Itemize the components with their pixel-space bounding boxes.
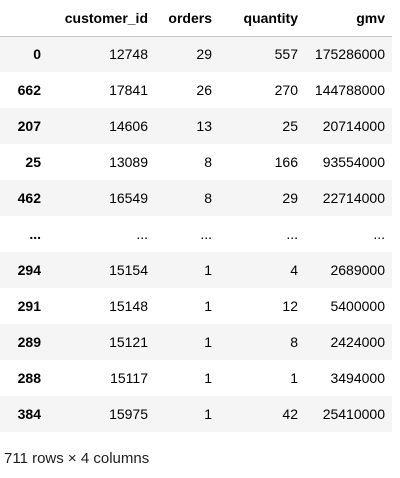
cell-customer-id: 15121 bbox=[109, 334, 148, 350]
cell-gmv: 25410000 bbox=[322, 406, 385, 422]
column-header-customer-id: customer_id bbox=[64, 9, 148, 26]
cell-gmv: 144788000 bbox=[314, 82, 385, 98]
table-header: customer_id orders quantity gmv bbox=[0, 0, 392, 36]
table-row: 294 15154 1 4 2689000 bbox=[0, 252, 392, 288]
table-row: 207 14606 13 25 20714000 bbox=[0, 108, 392, 144]
row-index: 384 bbox=[17, 406, 41, 422]
cell-orders: 29 bbox=[196, 46, 212, 63]
cell-customer-id: 15154 bbox=[109, 262, 148, 278]
cell-gmv: 175286000 bbox=[314, 46, 385, 63]
row-index: 0 bbox=[33, 46, 41, 63]
cell-gmv: 2689000 bbox=[330, 262, 385, 278]
cell-gmv: 2424000 bbox=[330, 334, 385, 350]
cell-gmv: 3494000 bbox=[330, 370, 385, 386]
cell-orders: 1 bbox=[204, 334, 212, 350]
table-row: 25 13089 8 166 93554000 bbox=[0, 144, 392, 180]
cell-customer-id: 16549 bbox=[109, 190, 148, 206]
cell-quantity: 270 bbox=[274, 82, 298, 98]
cell-customer-id: 15117 bbox=[110, 370, 148, 386]
cell-customer-id: 14606 bbox=[109, 118, 148, 134]
cell-orders: 1 bbox=[204, 298, 212, 314]
cell-customer-id: 15975 bbox=[109, 406, 148, 422]
cell-customer-id: 15148 bbox=[109, 298, 148, 314]
cell-orders: 13 bbox=[196, 118, 212, 134]
cell-orders: 26 bbox=[196, 82, 212, 98]
shape-summary: 711 rows × 4 columns bbox=[4, 450, 150, 467]
row-index: 288 bbox=[17, 370, 41, 386]
cell-quantity: 166 bbox=[274, 154, 298, 170]
row-index: 462 bbox=[17, 190, 41, 206]
row-index: ... bbox=[29, 226, 41, 242]
cell-quantity: 1 bbox=[290, 370, 298, 386]
cell-orders: 8 bbox=[204, 190, 212, 206]
column-header-gmv: gmv bbox=[356, 9, 385, 26]
cell-quantity: 4 bbox=[290, 262, 298, 278]
cell-quantity: ... bbox=[286, 226, 298, 242]
cell-orders: 1 bbox=[204, 370, 212, 386]
cell-gmv: ... bbox=[373, 226, 385, 242]
cell-gmv: 5400000 bbox=[330, 298, 385, 314]
cell-orders: 8 bbox=[204, 154, 212, 170]
cell-quantity: 12 bbox=[282, 298, 298, 314]
cell-orders: 1 bbox=[204, 262, 212, 278]
row-index: 291 bbox=[17, 298, 41, 314]
row-index: 289 bbox=[17, 334, 41, 350]
cell-quantity: 8 bbox=[290, 334, 298, 350]
column-header-quantity: quantity bbox=[243, 9, 298, 26]
table-row: ............... bbox=[0, 216, 392, 252]
table-row: 662 17841 26 270 144788000 bbox=[0, 72, 392, 108]
table-body: 0 12748 29 557 175286000 662 17841 26 270 1447880… bbox=[0, 36, 392, 432]
dataframe-table: customer_id orders quantity gmv 0 12748 29… bbox=[0, 0, 392, 432]
index-header bbox=[0, 0, 48, 36]
cell-orders: ... bbox=[200, 226, 212, 242]
header-row: customer_id orders quantity gmv bbox=[0, 0, 392, 36]
table-row: 384 15975 1 42 25410000 bbox=[0, 396, 392, 432]
table-row: 291 15148 1 12 5400000 bbox=[0, 288, 392, 324]
row-index: 294 bbox=[17, 262, 41, 278]
cell-gmv: 22714000 bbox=[322, 190, 385, 206]
table-row: 462 16549 8 29 22714000 bbox=[0, 180, 392, 216]
cell-quantity: 557 bbox=[274, 46, 298, 63]
cell-customer-id: 13089 bbox=[109, 154, 148, 170]
cell-quantity: 42 bbox=[282, 406, 298, 422]
row-index: 662 bbox=[17, 82, 41, 98]
cell-gmv: 20714000 bbox=[322, 118, 385, 134]
cell-quantity: 29 bbox=[282, 190, 298, 206]
cell-customer-id: 12748 bbox=[109, 46, 148, 63]
cell-quantity: 25 bbox=[282, 118, 298, 134]
table-row: 288 15117 1 1 3494000 bbox=[0, 360, 392, 396]
column-header-orders: orders bbox=[168, 9, 212, 26]
table-row: 0 12748 29 557 175286000 bbox=[0, 36, 392, 72]
cell-customer-id: ... bbox=[136, 226, 148, 242]
cell-customer-id: 17841 bbox=[109, 82, 148, 98]
table-row: 289 15121 1 8 2424000 bbox=[0, 324, 392, 360]
row-index: 25 bbox=[25, 154, 41, 170]
cell-gmv: 93554000 bbox=[322, 154, 385, 170]
cell-orders: 1 bbox=[204, 406, 212, 422]
row-index: 207 bbox=[17, 118, 41, 134]
